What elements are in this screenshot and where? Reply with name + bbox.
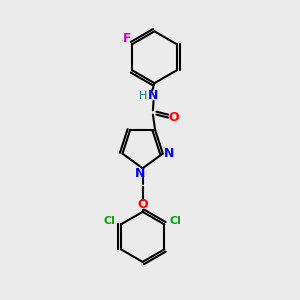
- Text: F: F: [123, 32, 132, 46]
- Text: H: H: [139, 91, 148, 100]
- Text: O: O: [137, 198, 148, 211]
- Text: N: N: [164, 147, 175, 160]
- Text: O: O: [169, 111, 179, 124]
- Text: N: N: [148, 89, 159, 102]
- Text: Cl: Cl: [169, 216, 181, 226]
- Text: Cl: Cl: [104, 216, 116, 226]
- Text: N: N: [134, 167, 145, 180]
